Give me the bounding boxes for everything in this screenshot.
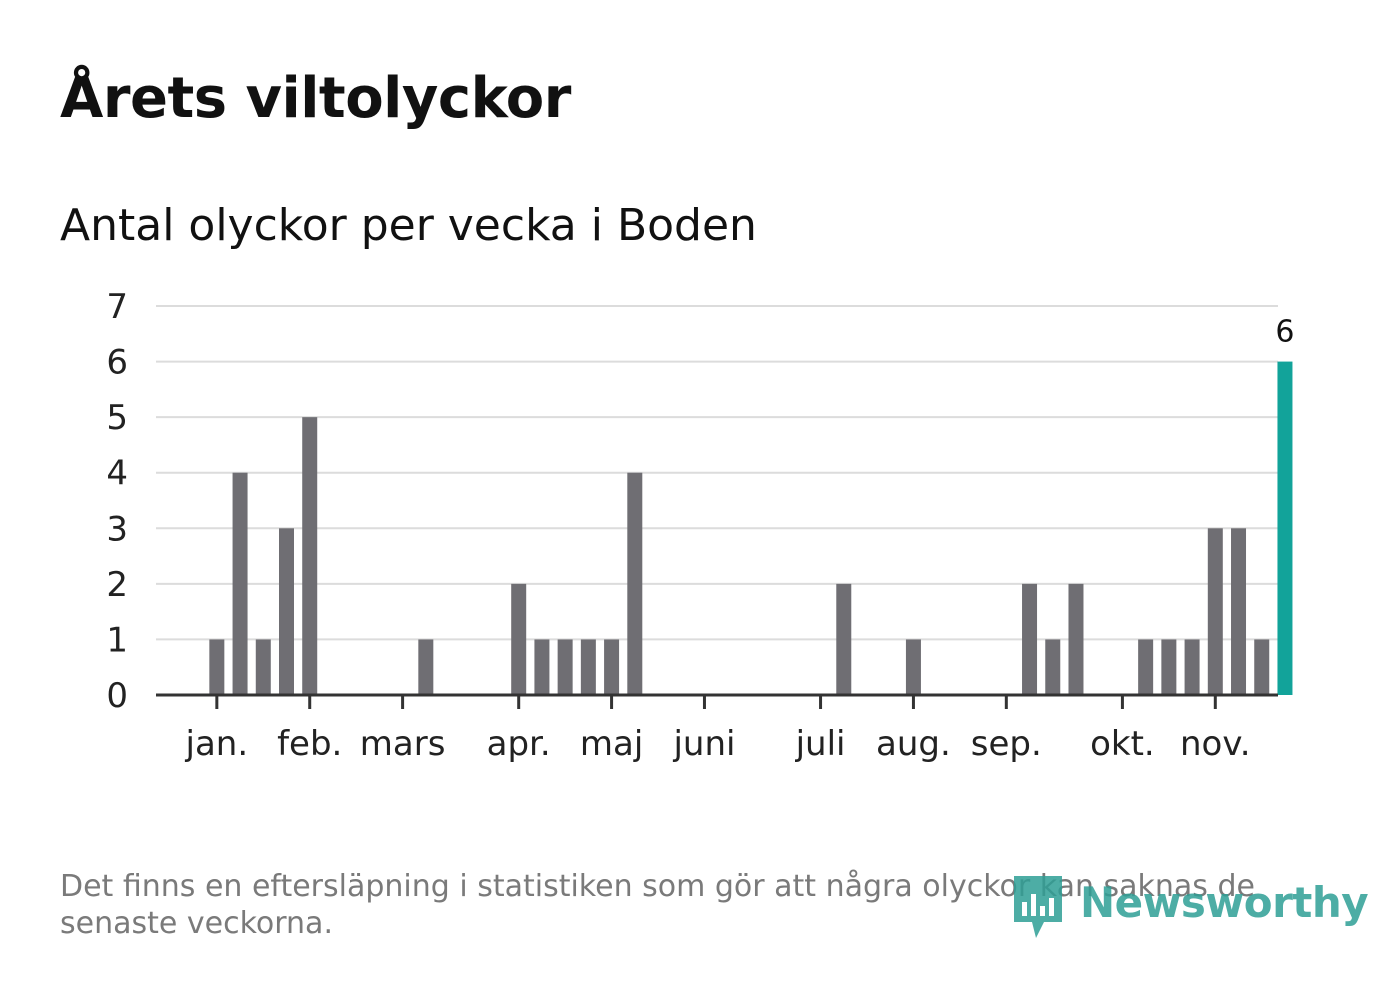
- bar-week-33: [905, 639, 921, 695]
- x-tick-label-feb.: feb.: [277, 724, 342, 764]
- x-tick-label-okt.: okt.: [1090, 724, 1155, 764]
- y-axis-ticks: 0 1 2 3 4 5 6 7: [106, 287, 128, 716]
- x-tick-label-jan.: jan.: [185, 724, 249, 764]
- bar-week-40: [1068, 583, 1084, 695]
- bar-week-45: [1184, 639, 1200, 695]
- bar-week-12: [418, 639, 434, 695]
- bar-week-21: [627, 472, 643, 695]
- y-tick-label-2: 2: [106, 565, 128, 605]
- y-tick-label-0: 0: [106, 676, 128, 716]
- bar-week-44: [1161, 639, 1177, 695]
- x-tick-label-apr.: apr.: [487, 724, 551, 764]
- bar-week-43: [1138, 639, 1154, 695]
- y-tick-label-5: 5: [106, 398, 128, 438]
- y-tick-label-3: 3: [106, 509, 128, 549]
- bar-week-16: [511, 583, 527, 695]
- bar-week-5: [255, 639, 271, 695]
- newsworthy-logo: Newsworthy: [1010, 872, 1369, 944]
- x-tick-label-nov.: nov.: [1180, 724, 1251, 764]
- gridlines: [156, 305, 1278, 641]
- x-tick-label-juli: juli: [795, 724, 846, 764]
- y-tick-label-7: 7: [106, 287, 128, 327]
- bar-week-48: [1254, 639, 1270, 695]
- bar-week-3: [209, 639, 225, 695]
- x-tick-label-aug.: aug.: [876, 724, 951, 764]
- bar-week-18: [557, 639, 573, 695]
- y-tick-label-4: 4: [106, 454, 128, 494]
- x-tick-label-sep.: sep.: [971, 724, 1042, 764]
- data-labels: 6: [1275, 315, 1294, 350]
- chart-subtitle: Antal olyckor per vecka i Boden: [60, 200, 757, 251]
- x-axis: jan. feb. mars apr. maj juni juli aug. sep. okt. n…: [156, 693, 1278, 764]
- bars: [209, 361, 1293, 695]
- bar-week-7: [302, 417, 318, 695]
- bar-week-46: [1207, 528, 1223, 695]
- bar-week-4: [232, 472, 248, 695]
- bar-week-39: [1045, 639, 1061, 695]
- y-tick-label-1: 1: [106, 620, 128, 660]
- bar-week-6: [279, 528, 294, 695]
- x-tick-label-juni: juni: [672, 724, 735, 764]
- chart-title: Årets viltolyckor: [60, 66, 571, 131]
- bar-week-30: [836, 583, 852, 695]
- bar-latest-week: [1277, 361, 1293, 695]
- bar-week-17: [534, 639, 550, 695]
- bar-week-38: [1022, 583, 1038, 695]
- logo-text: Newsworthy: [1080, 878, 1369, 927]
- x-tick-label-mars: mars: [360, 724, 446, 764]
- bar-week-19: [580, 639, 596, 695]
- x-tick-label-maj: maj: [580, 724, 643, 764]
- bar-week-20: [604, 639, 620, 695]
- y-tick-label-6: 6: [106, 343, 128, 383]
- latest-value-label: 6: [1275, 315, 1294, 350]
- newsworthy-logo-icon: [1014, 876, 1062, 938]
- bar-week-47: [1231, 528, 1247, 695]
